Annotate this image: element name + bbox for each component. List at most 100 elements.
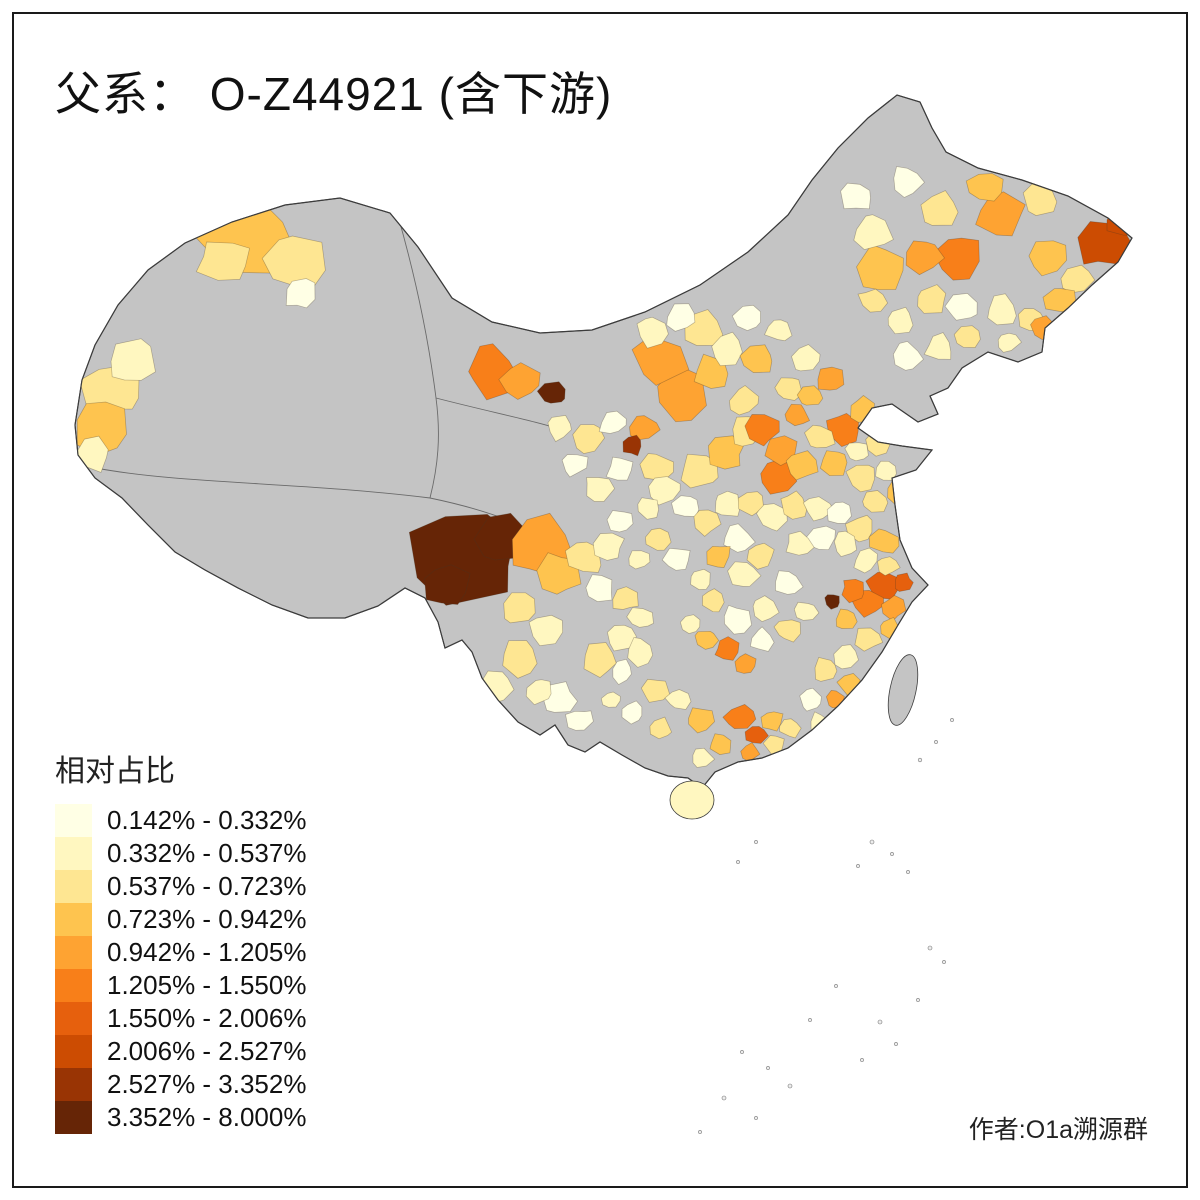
map-region	[714, 636, 740, 661]
map-region	[804, 424, 836, 449]
map-region	[824, 594, 840, 610]
map-region	[744, 414, 780, 447]
map-region	[503, 592, 536, 624]
map-region	[877, 556, 901, 577]
map-region	[657, 366, 707, 423]
map-region	[833, 530, 857, 558]
map-region	[502, 640, 538, 679]
map-region	[773, 619, 801, 643]
map-region	[612, 658, 632, 686]
map-region	[1028, 240, 1067, 277]
small-island	[890, 852, 894, 856]
map-region	[862, 490, 889, 513]
map-region	[1060, 264, 1096, 294]
map-region	[583, 642, 617, 679]
map-region	[799, 687, 822, 712]
legend: 相对占比 0.142% - 0.332% 0.332% - 0.537% 0.537…	[55, 746, 306, 1134]
map-region	[853, 214, 894, 250]
page-title: 父系： O-Z44921 (含下游)	[55, 68, 613, 120]
legend-swatch	[55, 804, 92, 837]
map-region	[649, 716, 673, 740]
legend-swatch	[55, 837, 92, 870]
map-region	[706, 545, 731, 568]
map-region	[607, 624, 637, 652]
south-china-sea-islands	[698, 718, 954, 1134]
small-island	[787, 1083, 793, 1089]
map-region	[600, 691, 621, 708]
legend-label: 0.723% - 0.942%	[107, 904, 307, 934]
map-region	[648, 476, 681, 506]
map-region	[893, 166, 925, 198]
legend-swatch	[55, 1101, 92, 1134]
map-region	[905, 240, 945, 276]
small-island	[927, 945, 933, 951]
map-region	[622, 434, 642, 457]
map-region	[629, 415, 661, 441]
map-region	[645, 527, 672, 551]
map-region	[744, 726, 769, 744]
legend-label: 0.537% - 0.723%	[107, 871, 307, 901]
map-region	[819, 450, 848, 477]
small-island	[860, 1058, 864, 1062]
taiwan-island	[887, 654, 919, 726]
legend-row: 2.527% - 3.352%	[55, 1068, 306, 1101]
map-region	[764, 319, 793, 342]
small-island	[906, 870, 910, 874]
map-region	[953, 325, 981, 348]
legend-swatch	[55, 969, 92, 1002]
map-region	[997, 332, 1022, 353]
map-region	[424, 564, 471, 605]
map-region	[826, 501, 852, 524]
hainan-island	[669, 780, 715, 820]
map-region	[723, 604, 752, 635]
map-region	[637, 497, 659, 520]
border-line-xinjiang-east	[397, 215, 439, 499]
map-region	[711, 331, 743, 367]
small-island	[856, 864, 860, 868]
small-island	[950, 718, 954, 722]
legend-label: 2.006% - 2.527%	[107, 1036, 307, 1066]
map-region	[729, 385, 760, 416]
map-region	[690, 568, 711, 590]
map-region	[702, 588, 725, 613]
legend-row: 2.006% - 2.527%	[55, 1035, 306, 1068]
map-region	[746, 542, 775, 570]
map-region	[840, 182, 871, 210]
map-region	[688, 707, 715, 734]
attribution-text: 作者:O1a溯源群	[968, 1116, 1148, 1144]
legend-label: 2.527% - 3.352%	[107, 1069, 307, 1099]
map-region	[833, 644, 859, 670]
legend-swatch	[55, 1068, 92, 1101]
map-region	[893, 341, 924, 371]
legend-rows: 0.142% - 0.332% 0.332% - 0.537% 0.537% - 0…	[55, 804, 306, 1134]
map-region	[680, 614, 701, 634]
map-region	[621, 700, 643, 725]
map-region	[784, 403, 811, 427]
small-island	[834, 984, 838, 988]
legend-row: 1.550% - 2.006%	[55, 1002, 306, 1035]
map-region	[817, 366, 845, 391]
map-region	[498, 362, 541, 400]
map-region	[779, 718, 802, 739]
legend-label: 0.142% - 0.332%	[107, 805, 307, 835]
map-region	[561, 454, 589, 478]
map-region	[785, 530, 815, 556]
map-region	[756, 503, 788, 532]
small-island	[894, 1042, 898, 1046]
map-region	[844, 442, 869, 462]
map-region	[694, 630, 720, 650]
map-region	[841, 578, 865, 604]
map-region	[572, 424, 606, 454]
map-region	[780, 490, 808, 520]
map-region	[692, 747, 716, 768]
map-region	[793, 601, 820, 621]
map-region	[814, 656, 838, 682]
small-island	[740, 1050, 744, 1054]
legend-row: 3.352% - 8.000%	[55, 1101, 306, 1134]
map-region	[727, 561, 762, 587]
legend-swatch	[55, 903, 92, 936]
map-region	[612, 586, 639, 610]
map-region	[857, 288, 889, 313]
legend-row: 0.942% - 1.205%	[55, 936, 306, 969]
